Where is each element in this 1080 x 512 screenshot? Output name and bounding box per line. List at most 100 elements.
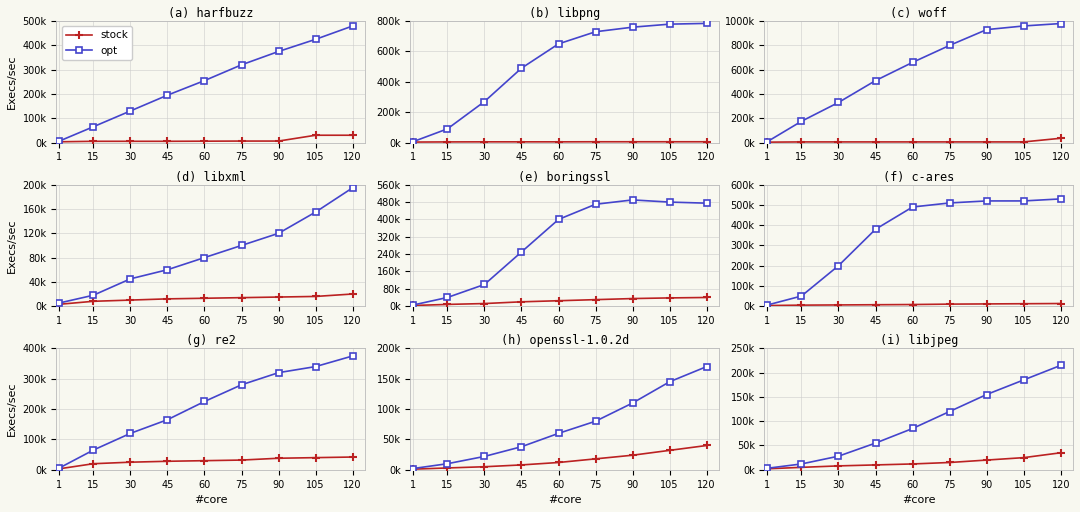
stock <box>906 461 919 467</box>
stock <box>406 466 419 472</box>
stock <box>86 298 99 304</box>
stock <box>906 139 919 145</box>
Title: (c) woff: (c) woff <box>890 7 947 20</box>
opt <box>906 204 919 210</box>
stock <box>589 139 602 145</box>
Line: stock: stock <box>408 441 711 473</box>
opt <box>515 65 528 71</box>
opt <box>981 198 994 204</box>
stock <box>124 297 137 303</box>
opt <box>1017 377 1030 383</box>
opt <box>272 49 285 55</box>
opt <box>478 453 491 459</box>
opt <box>1054 20 1067 27</box>
stock <box>441 465 454 471</box>
opt <box>235 382 248 388</box>
Line: opt: opt <box>55 184 356 307</box>
opt <box>795 461 808 467</box>
opt <box>589 201 602 207</box>
stock <box>478 301 491 307</box>
stock <box>198 295 211 302</box>
opt <box>198 254 211 261</box>
opt <box>347 353 360 359</box>
opt <box>906 425 919 432</box>
opt <box>86 447 99 453</box>
stock <box>795 139 808 145</box>
stock <box>981 457 994 463</box>
stock <box>663 447 676 454</box>
opt <box>198 398 211 404</box>
stock <box>124 459 137 465</box>
Line: opt: opt <box>764 20 1064 145</box>
stock <box>1017 455 1030 461</box>
stock <box>552 139 565 145</box>
Y-axis label: Execs/sec: Execs/sec <box>6 382 17 436</box>
opt <box>347 185 360 191</box>
stock <box>347 291 360 297</box>
opt <box>478 282 491 288</box>
stock <box>235 138 248 144</box>
opt <box>943 409 956 415</box>
opt <box>406 139 419 145</box>
opt <box>86 124 99 130</box>
stock <box>869 302 882 308</box>
stock <box>441 139 454 145</box>
stock <box>552 459 565 465</box>
stock <box>86 138 99 144</box>
Title: (i) libjpeg: (i) libjpeg <box>879 334 958 347</box>
opt <box>943 42 956 49</box>
stock <box>272 455 285 461</box>
opt <box>272 230 285 237</box>
Line: stock: stock <box>408 293 711 310</box>
stock <box>700 294 713 301</box>
opt <box>309 209 322 215</box>
Line: stock: stock <box>408 138 711 146</box>
stock <box>552 297 565 304</box>
stock <box>515 139 528 145</box>
opt <box>1017 198 1030 204</box>
stock <box>515 298 528 305</box>
stock <box>1054 450 1067 456</box>
stock <box>589 296 602 303</box>
Line: stock: stock <box>762 300 1065 310</box>
opt <box>760 139 773 145</box>
stock <box>700 139 713 145</box>
opt <box>626 197 639 203</box>
Y-axis label: Execs/sec: Execs/sec <box>6 218 17 273</box>
Line: opt: opt <box>55 352 356 472</box>
stock <box>515 462 528 468</box>
stock <box>161 458 174 464</box>
stock <box>832 139 845 145</box>
stock <box>869 462 882 468</box>
opt <box>161 92 174 98</box>
stock <box>347 454 360 460</box>
Line: stock: stock <box>55 290 356 309</box>
opt <box>1017 23 1030 29</box>
opt <box>198 77 211 83</box>
stock <box>981 301 994 307</box>
opt <box>441 461 454 467</box>
opt <box>272 370 285 376</box>
stock <box>626 452 639 458</box>
opt <box>626 400 639 406</box>
Line: stock: stock <box>55 131 356 146</box>
stock <box>198 458 211 464</box>
opt <box>441 126 454 132</box>
opt <box>515 443 528 450</box>
opt <box>161 417 174 423</box>
stock <box>235 294 248 301</box>
opt <box>235 62 248 68</box>
stock <box>347 132 360 138</box>
Line: opt: opt <box>764 196 1064 309</box>
stock <box>981 139 994 145</box>
stock <box>626 295 639 302</box>
opt <box>1054 196 1067 202</box>
opt <box>795 293 808 299</box>
Line: opt: opt <box>55 23 356 145</box>
opt <box>700 200 713 206</box>
stock <box>198 138 211 144</box>
stock <box>1017 139 1030 145</box>
Title: (e) boringssl: (e) boringssl <box>518 170 611 184</box>
stock <box>795 464 808 471</box>
Title: (g) re2: (g) re2 <box>186 334 235 347</box>
